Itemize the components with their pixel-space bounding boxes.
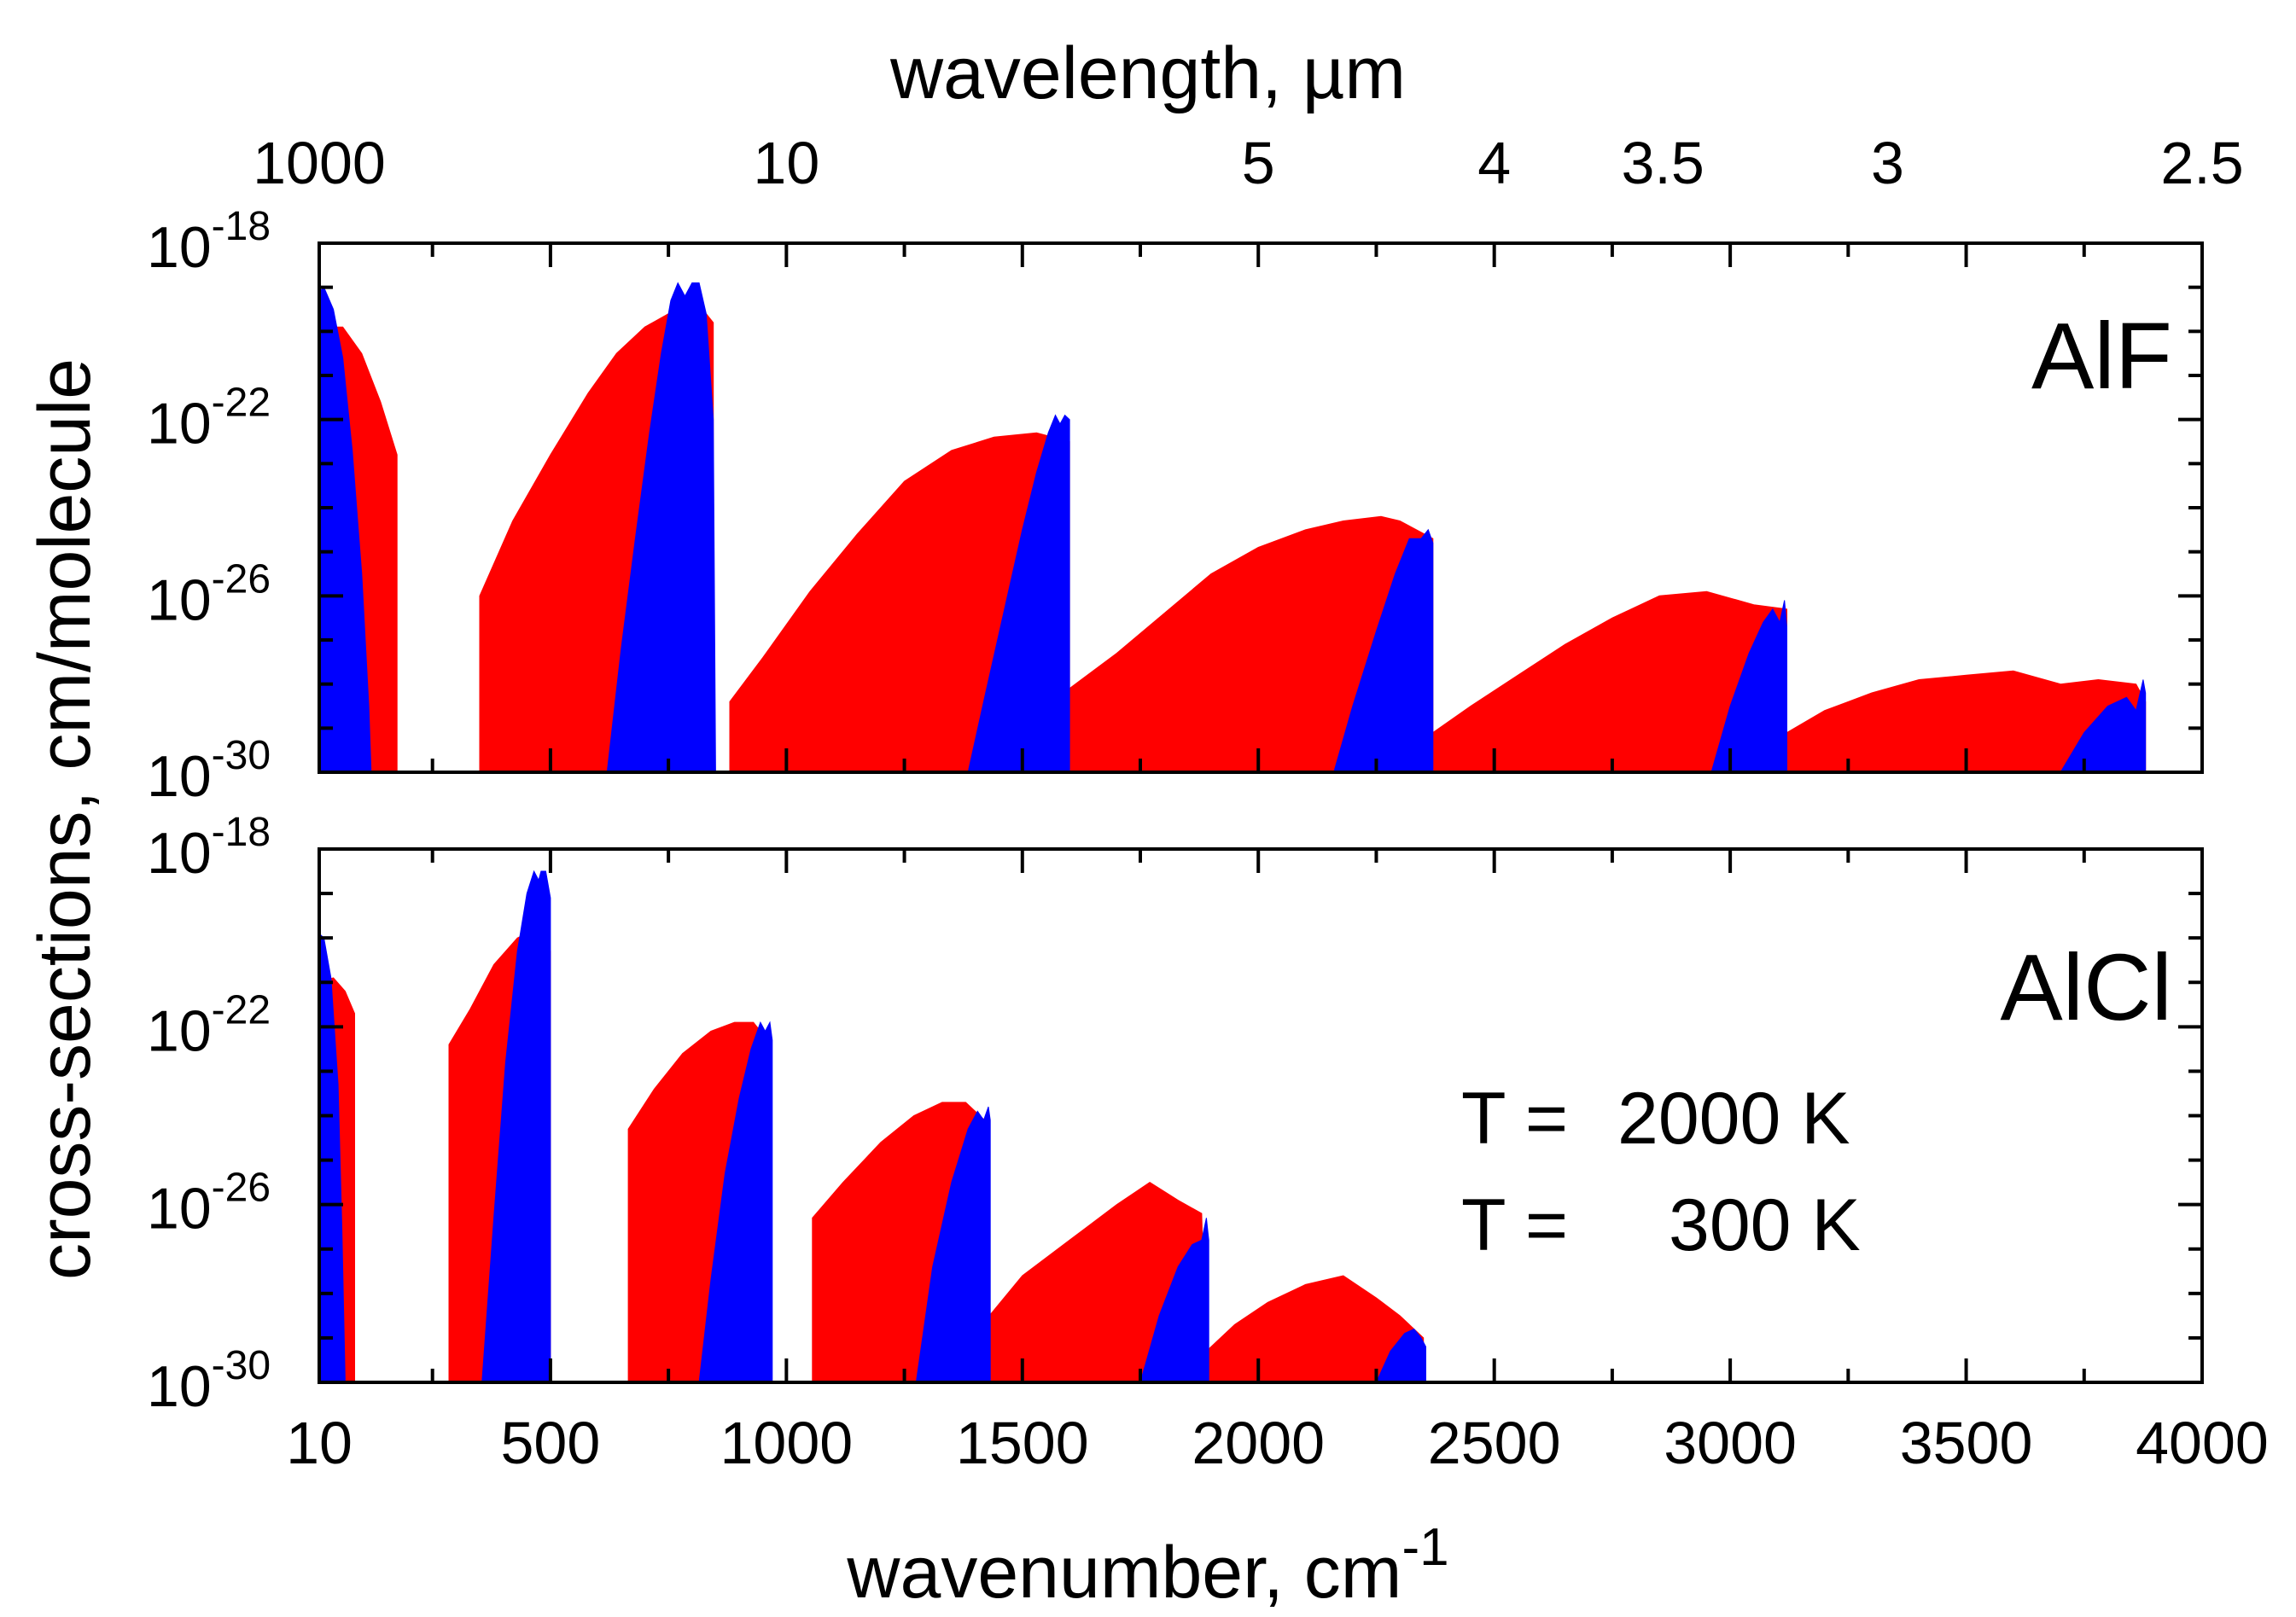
alcl-y-tick-label--26: 10-26: [147, 1166, 271, 1242]
y-tick-label-exponent: -30: [212, 733, 271, 778]
x-tick-label-1000: 1000: [720, 1410, 853, 1476]
alcl-t-300-k-band-2: [481, 870, 551, 1383]
y-tick-label-exponent: -26: [212, 556, 271, 602]
alcl-bands: [318, 870, 1426, 1383]
x-axis-title-main: wavenumber, cm: [846, 1532, 1401, 1614]
top-tick-label-5: 5: [1242, 130, 1275, 196]
top-axis-tick-labels: 1000 10 5 4 3.5 3 2.5: [253, 130, 2244, 196]
x-tick-label-1500: 1500: [956, 1410, 1089, 1476]
x-tick-label-2000: 2000: [1192, 1410, 1325, 1476]
x-tick-label-10: 10: [286, 1410, 353, 1476]
top-tick-label-10: 10: [753, 130, 819, 196]
y-tick-label-exponent: -26: [212, 1166, 271, 1211]
x-tick-label-3500: 3500: [1900, 1410, 2033, 1476]
top-tick-label-4: 4: [1477, 130, 1511, 196]
legend-value-300k: 300 K: [1669, 1184, 1861, 1266]
x-tick-label-2500: 2500: [1428, 1410, 1561, 1476]
x-axis-title-exponent: -1: [1401, 1518, 1448, 1577]
alf-plot-frame: [318, 241, 2204, 774]
y-tick-label-exponent: -22: [212, 987, 271, 1032]
x-axis-title: wavenumber, cm-1: [846, 1518, 1448, 1614]
y-tick-label-exponent: -22: [212, 381, 271, 426]
alf-y-tick-label--30: 10-30: [147, 733, 271, 809]
panel-label-alf: AlF: [2031, 304, 2172, 409]
alcl-y-tick-label--30: 10-30: [147, 1343, 271, 1419]
legend-prefix-2000k: T =: [1461, 1078, 1588, 1160]
y-tick-label-exponent: -18: [212, 204, 271, 249]
alf-y-tick-label--26: 10-26: [147, 556, 271, 632]
alf-t-300-k-band-4: [1333, 528, 1434, 773]
top-tick-label-1000: 1000: [253, 130, 386, 196]
alf-y-tick-label--18: 10-18: [147, 204, 271, 280]
y-tick-label-exponent: -30: [212, 1343, 271, 1388]
legend: T = 2000 K T = 300 K: [1461, 1078, 1861, 1266]
alcl-t-300-k-band-5: [1139, 1218, 1209, 1383]
legend-entry-300k: T = 300 K: [1461, 1184, 1861, 1266]
alf-t-300-k-band-3: [967, 414, 1070, 773]
y-tick-label-base: 10: [147, 998, 212, 1063]
alf-t-300-k-band-5: [1710, 600, 1787, 773]
legend-prefix-300k: T =: [1461, 1184, 1588, 1266]
x-tick-label-500: 500: [501, 1410, 601, 1476]
panel-alf: AlF: [318, 241, 2204, 774]
x-tick-label-3000: 3000: [1664, 1410, 1797, 1476]
y-tick-label-exponent: -18: [212, 810, 271, 855]
y-tick-label-base: 10: [147, 567, 212, 632]
legend-entry-2000k: T = 2000 K: [1461, 1078, 1850, 1160]
legend-value-2000k: 2000 K: [1617, 1078, 1850, 1160]
alf-t-300-k-band-1: [318, 286, 372, 773]
alcl-plot-frame: [318, 847, 2204, 1384]
alf-bands: [318, 282, 2147, 773]
x-axis-tick-labels: 10 500 1000 1500 2000 2500 3000 3500 4000: [286, 1410, 2269, 1476]
y-tick-label-base: 10: [147, 392, 212, 457]
alf-t-300-k-band-6: [2060, 679, 2147, 773]
alcl-y-tick-label--18: 10-18: [147, 810, 271, 886]
panel-alcl: AlCl: [318, 847, 2204, 1384]
top-tick-label-2-5: 2.5: [2160, 130, 2243, 196]
y-tick-label-base: 10: [147, 821, 212, 886]
alcl-t-300-k-band-3: [698, 1021, 773, 1383]
alcl-t-300-k-band-4: [915, 1106, 991, 1383]
top-axis-title: wavelength, µm: [889, 32, 1406, 114]
y-tick-label-base: 10: [147, 744, 212, 809]
y-axis-title: cross-sections, cm/molecule: [24, 358, 106, 1280]
x-tick-label-4000: 4000: [2136, 1410, 2269, 1476]
alcl-ticks: [319, 847, 2202, 1384]
panel-label-alcl: AlCl: [2000, 935, 2172, 1040]
alcl-t-300-k-band-6: [1375, 1328, 1426, 1383]
y-tick-label-base: 10: [147, 215, 212, 280]
alf-t-2000-k-band-4: [1069, 515, 1434, 773]
alf-y-tick-label--22: 10-22: [147, 381, 271, 457]
alf-t-300-k-band-2: [606, 282, 716, 773]
top-tick-label-3-5: 3.5: [1621, 130, 1704, 196]
top-tick-label-3: 3: [1871, 130, 1904, 196]
alcl-y-tick-label--22: 10-22: [147, 987, 271, 1063]
y-tick-label-base: 10: [147, 1354, 212, 1419]
y-tick-label-base: 10: [147, 1177, 212, 1242]
